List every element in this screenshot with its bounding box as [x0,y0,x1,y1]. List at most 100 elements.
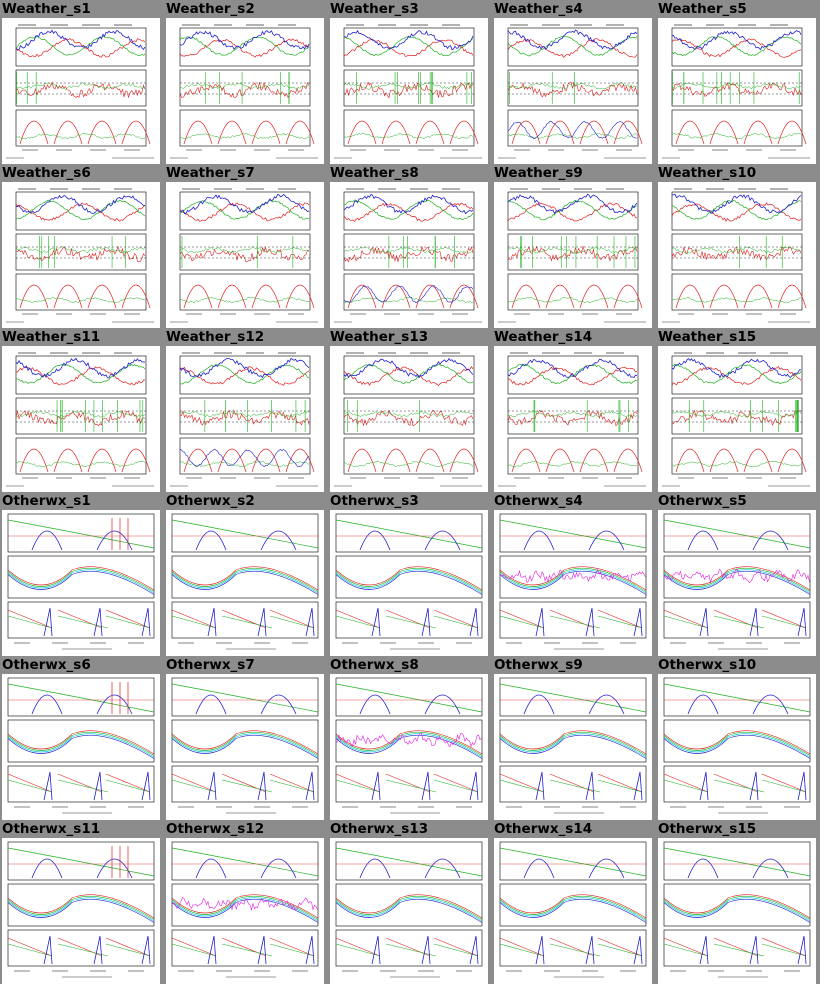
thumbnail-title: Weather_s13 [330,329,429,345]
thumbnail-image[interactable] [2,674,160,820]
thumbnail-image[interactable] [494,346,652,492]
panel-frame [671,27,803,67]
thumbnail-cell: Weather_s8 [328,164,492,328]
series-line [507,246,638,254]
thumbnail-image[interactable] [658,674,816,820]
series-line [507,120,638,140]
series-line [171,897,319,922]
thumbnail-image[interactable] [658,838,816,984]
plot-thumbnail [7,841,155,978]
thumbnail-image[interactable] [658,182,816,328]
series-line [507,38,638,58]
thumbnail-image[interactable] [658,346,816,492]
thumbnail-image[interactable] [330,674,488,820]
series-line [179,409,310,426]
series-line [171,894,319,919]
thumbnail-cell: Weather_s15 [656,328,820,492]
series-line [671,246,802,261]
thumbnail-cell: Weather_s13 [328,328,492,492]
thumbnail-image[interactable] [330,346,488,492]
series-line [335,733,483,758]
thumbnail-image[interactable] [166,346,324,492]
panel-frame [15,273,147,311]
series-line [343,285,474,304]
series-line [523,858,625,879]
thumbnail-image[interactable] [330,510,488,656]
series-line [7,519,155,549]
series-line [183,120,315,145]
series-line [535,607,643,637]
panel-frame [171,765,319,803]
thumbnail-image[interactable] [2,18,160,164]
series-line [499,568,646,584]
series-line [699,607,807,637]
thumbnail-image[interactable] [166,674,324,820]
panel-frame [179,69,311,107]
thumbnail-image[interactable] [494,510,652,656]
thumbnail-image[interactable] [2,838,160,984]
series-line [171,519,319,549]
series-line [335,894,483,919]
panel-frame [343,27,475,67]
series-line [335,779,479,793]
series-line [171,943,315,957]
panel-frame [663,883,811,927]
series-line [359,694,461,715]
series-line [675,120,807,145]
plot-thumbnail [498,24,646,159]
panel-frame [179,397,311,435]
series-line [499,847,647,877]
thumbnail-image[interactable] [2,346,160,492]
panel-frame [179,109,311,147]
thumbnail-image[interactable] [166,838,324,984]
thumbnail-title: Weather_s5 [658,1,747,17]
series-line [344,132,474,139]
thumbnail-image[interactable] [2,182,160,328]
series-line [195,694,297,715]
thumbnail-title: Otherwx_s3 [330,493,419,509]
thumbnail-image[interactable] [2,510,160,656]
thumbnail-image[interactable] [166,510,324,656]
thumbnail-cell: Weather_s1 [0,0,164,164]
series-line [171,847,319,877]
thumbnail-image[interactable] [166,18,324,164]
series-line [179,366,310,386]
thumbnail-image[interactable] [330,182,488,328]
thumbnail-image[interactable] [494,182,652,328]
panel-frame [663,719,811,763]
series-line [343,30,474,51]
panel-frame [499,719,647,763]
thumbnail-image[interactable] [494,838,652,984]
panel-frame [15,355,147,395]
series-line [179,363,310,385]
panel-frame [507,397,639,435]
thumbnail-title: Otherwx_s4 [494,493,583,509]
series-line [179,30,310,50]
series-line [343,82,474,90]
series-line [343,460,474,468]
thumbnail-image[interactable] [494,674,652,820]
series-line [507,36,638,57]
thumbnail-cell: Otherwx_s8 [328,656,492,820]
panel-frame [7,929,155,967]
thumbnail-title: Otherwx_s7 [166,657,255,673]
panel-frame [663,601,811,639]
series-line [699,935,807,965]
thumbnail-image[interactable] [330,838,488,984]
series-line [343,193,474,215]
panel-frame [335,601,483,639]
thumbnail-image[interactable] [658,510,816,656]
plot-thumbnail [335,677,483,814]
thumbnail-image[interactable] [166,182,324,328]
thumbnail-image[interactable] [658,18,816,164]
series-line [671,82,802,90]
series-line [663,569,811,594]
thumbnail-image[interactable] [494,18,652,164]
series-line [179,246,310,263]
series-line [15,461,146,468]
thumbnail-title: Weather_s1 [2,1,91,17]
panel-frame [335,677,483,717]
thumbnail-image[interactable] [330,18,488,164]
plot-thumbnail [171,677,319,814]
plot-thumbnail [663,677,811,814]
